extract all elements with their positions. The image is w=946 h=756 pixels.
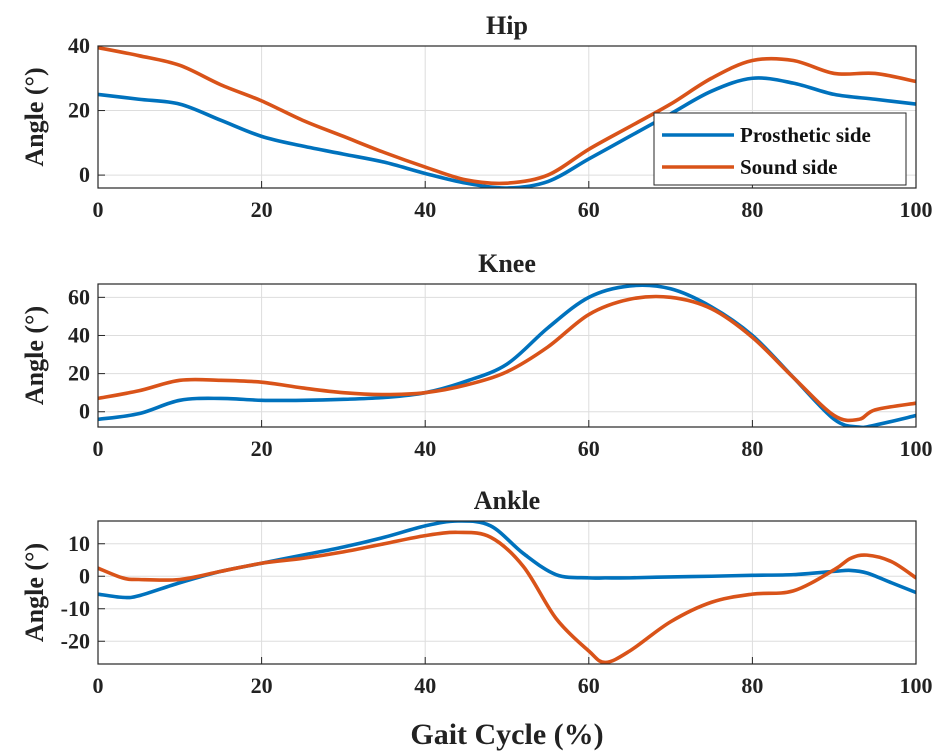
ankle-x-tick-label: 0 <box>93 673 104 698</box>
hip-x-tick-label: 100 <box>900 197 933 222</box>
knee-x-tick-label: 0 <box>93 436 104 461</box>
hip-x-tick-label: 60 <box>578 197 600 222</box>
hip-axes-frame <box>97 45 917 189</box>
ankle-y-tick-label: 10 <box>68 531 90 556</box>
hip-x-tick-label: 80 <box>741 197 763 222</box>
ankle-x-tick-label: 80 <box>741 673 763 698</box>
knee-x-tick-label: 60 <box>578 436 600 461</box>
ankle-sound-line <box>98 530 916 664</box>
ankle-y-axis-label: Angle (°) <box>20 543 49 642</box>
knee-sound-line <box>98 294 916 423</box>
hip-title: Hip <box>486 11 528 40</box>
knee-title: Knee <box>478 249 536 278</box>
legend-box <box>653 112 907 186</box>
knee-panel: 0 20 40 60 80 100 0 20 40 60 Knee Angle (°) <box>20 249 933 461</box>
knee-y-tick-label: 0 <box>79 399 90 424</box>
knee-x-tick-label: 100 <box>900 436 933 461</box>
knee-y-tick-label: 20 <box>68 361 90 386</box>
hip-sound-line <box>98 46 916 186</box>
knee-x-tick-label: 80 <box>741 436 763 461</box>
x-axis-label: Gait Cycle (%) <box>410 718 603 751</box>
ankle-x-tick-label: 100 <box>900 673 933 698</box>
knee-y-axis-label: Angle (°) <box>20 306 49 405</box>
knee-axes-frame <box>97 283 917 428</box>
ankle-title: Ankle <box>474 486 540 515</box>
knee-y-tick-label: 60 <box>68 284 90 309</box>
legend-label-sound: Sound side <box>740 155 837 179</box>
hip-y-tick-label: 20 <box>68 98 90 123</box>
hip-x-tick-label: 40 <box>414 197 436 222</box>
hip-x-tick-label: 20 <box>251 197 273 222</box>
ankle-axes-frame <box>97 520 917 665</box>
ankle-y-tick-label: -20 <box>61 628 90 653</box>
ankle-x-tick-label: 60 <box>578 673 600 698</box>
hip-x-tick-label: 0 <box>93 197 104 222</box>
legend: Prosthetic side Sound side <box>653 112 907 186</box>
knee-x-tick-label: 20 <box>251 436 273 461</box>
hip-prosthetic-line <box>98 76 916 188</box>
hip-y-tick-label: 0 <box>79 162 90 187</box>
legend-label-prosthetic: Prosthetic side <box>740 123 871 147</box>
hip-y-axis-label: Angle (°) <box>20 67 49 166</box>
ankle-x-tick-label: 40 <box>414 673 436 698</box>
ankle-y-tick-label: -10 <box>61 596 90 621</box>
hip-y-tick-label: 40 <box>68 33 90 58</box>
knee-x-tick-label: 40 <box>414 436 436 461</box>
ankle-x-tick-label: 20 <box>251 673 273 698</box>
ankle-y-tick-label: 0 <box>79 563 90 588</box>
knee-plot-area <box>98 284 916 427</box>
knee-y-tick-label: 40 <box>68 322 90 347</box>
hip-panel: 0 20 40 60 80 100 0 20 40 Hip Angle (°) Prosthetic … <box>20 11 933 222</box>
